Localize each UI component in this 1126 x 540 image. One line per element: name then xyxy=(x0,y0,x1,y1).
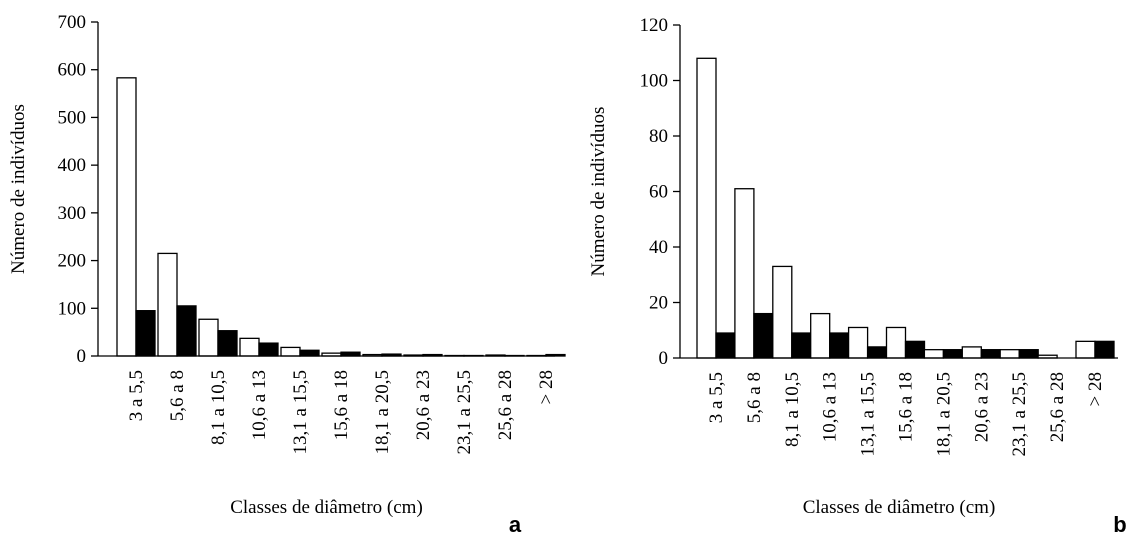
bar xyxy=(810,312,831,359)
y-tick-label: 20 xyxy=(649,293,668,314)
x-tick-label: 8,1 a 10,5 xyxy=(782,372,803,447)
x-tick-label: 23,1 a 25,5 xyxy=(454,370,475,454)
bar xyxy=(116,77,137,357)
y-axis-title: Número de indivíduos xyxy=(8,104,29,274)
x-tick-label: 3 a 5,5 xyxy=(706,372,727,423)
x-tick-label: > 28 xyxy=(536,370,557,404)
y-tick-label: 0 xyxy=(659,348,669,369)
bar xyxy=(885,326,907,359)
x-tick-label: 5,6 a 8 xyxy=(744,372,765,423)
bar xyxy=(980,349,1001,359)
bar xyxy=(258,342,279,357)
bar xyxy=(791,332,812,359)
bar xyxy=(715,332,736,359)
y-axis-title: Número de indivíduos xyxy=(588,107,609,277)
x-tick-label: 13,1 a 15,5 xyxy=(290,370,311,454)
y-tick-label: 60 xyxy=(649,182,668,203)
y-tick-label: 120 xyxy=(640,15,669,36)
x-tick-label: 10,6 a 13 xyxy=(820,372,841,442)
bar xyxy=(280,346,301,357)
y-tick-label: 600 xyxy=(58,60,87,81)
x-axis-title: Classes de diâmetro (cm) xyxy=(230,497,423,518)
x-tick-label: 15,6 a 18 xyxy=(331,370,352,440)
x-axis-title: Classes de diâmetro (cm) xyxy=(803,497,996,518)
x-tick-label: 10,6 a 13 xyxy=(249,370,270,440)
bar xyxy=(545,353,566,357)
x-tick-label: 25,6 a 28 xyxy=(1047,372,1068,442)
y-tick-label: 700 xyxy=(58,12,87,33)
bar xyxy=(961,346,982,359)
x-tick-label: 5,6 a 8 xyxy=(167,370,188,421)
x-tick-label: > 28 xyxy=(1085,372,1106,406)
bar xyxy=(942,349,964,359)
bar xyxy=(866,346,888,359)
x-tick-label: 15,6 a 18 xyxy=(896,372,917,442)
y-tick-label: 400 xyxy=(58,155,87,176)
bar xyxy=(239,337,260,357)
x-tick-label: 18,1 a 20,5 xyxy=(372,370,393,454)
bar xyxy=(1094,340,1115,359)
bar xyxy=(157,252,178,357)
y-tick-label: 0 xyxy=(77,346,87,367)
bar xyxy=(847,326,869,359)
x-tick-label: 13,1 a 15,5 xyxy=(858,372,879,456)
x-tick-label: 25,6 a 28 xyxy=(495,370,516,440)
panel-label: a xyxy=(509,512,522,537)
y-tick-label: 40 xyxy=(649,237,668,258)
bar xyxy=(734,188,755,359)
bar xyxy=(829,332,850,359)
x-tick-label: 3 a 5,5 xyxy=(126,370,147,421)
x-tick-label: 20,6 a 23 xyxy=(971,372,992,442)
y-tick-label: 80 xyxy=(649,126,668,147)
y-tick-label: 300 xyxy=(58,203,87,224)
x-tick-label: 8,1 a 10,5 xyxy=(208,370,229,445)
bar xyxy=(923,349,945,359)
bar xyxy=(772,265,793,359)
panel-label: b xyxy=(1113,512,1126,537)
bar xyxy=(1075,340,1096,359)
y-tick-label: 100 xyxy=(640,71,669,92)
bar xyxy=(904,340,926,359)
bar xyxy=(1018,349,1039,359)
bar xyxy=(176,305,197,357)
x-tick-label: 23,1 a 25,5 xyxy=(1009,372,1030,456)
x-tick-label: 20,6 a 23 xyxy=(413,370,434,440)
bar xyxy=(135,310,156,357)
y-tick-label: 500 xyxy=(58,107,87,128)
bar xyxy=(999,349,1020,359)
bar xyxy=(696,57,717,359)
bar xyxy=(299,349,320,357)
bar xyxy=(217,330,238,357)
bar xyxy=(198,318,219,357)
bar xyxy=(753,312,774,359)
y-tick-label: 100 xyxy=(58,298,87,319)
x-tick-label: 18,1 a 20,5 xyxy=(933,372,954,456)
y-tick-label: 200 xyxy=(58,251,87,272)
